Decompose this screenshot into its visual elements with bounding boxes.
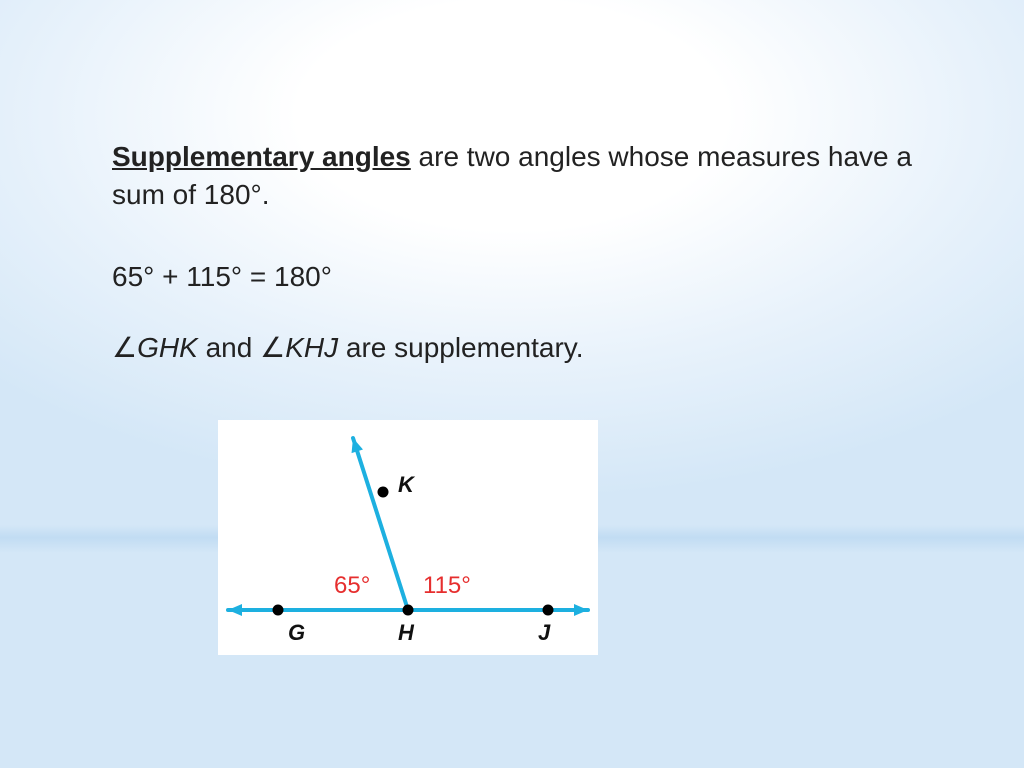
- angle-label-115: 115°: [423, 572, 471, 600]
- angle-name-1: GHK: [137, 332, 198, 363]
- angle-symbol-2: ∠: [260, 332, 285, 363]
- point-label-K: K: [398, 472, 414, 498]
- point-label-G: G: [288, 620, 305, 646]
- statement-mid: and: [198, 332, 260, 363]
- angle-name-2: KHJ: [285, 332, 338, 363]
- diagram-points: [273, 487, 554, 616]
- term-supplementary-angles: Supplementary angles: [112, 141, 411, 172]
- statement-end: are supplementary.: [338, 332, 583, 363]
- definition-paragraph: Supplementary angles are two angles whos…: [112, 138, 944, 214]
- statement-line: ∠GHK and ∠KHJ are supplementary.: [112, 329, 944, 367]
- slide-text-block: Supplementary angles are two angles whos…: [112, 138, 944, 367]
- diagram-arrowheads: [228, 438, 588, 616]
- angle-label-65: 65°: [334, 572, 370, 600]
- angle-diagram-panel: G H J K 65° 115°: [218, 420, 598, 655]
- point-label-H: H: [398, 620, 414, 646]
- equation-line: 65° + 115° = 180°: [112, 258, 944, 296]
- diagram-rays: [228, 438, 588, 610]
- point-label-J: J: [538, 620, 550, 646]
- angle-symbol-1: ∠: [112, 332, 137, 363]
